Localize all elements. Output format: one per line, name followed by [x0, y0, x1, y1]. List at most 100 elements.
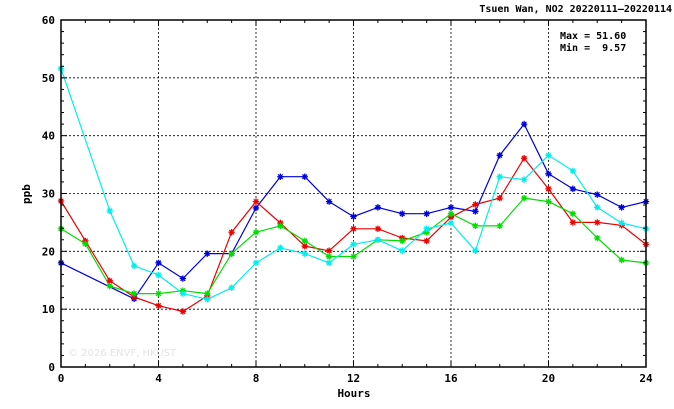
data-point-marker [472, 222, 479, 230]
y-tick-label: 30 [42, 188, 55, 201]
data-point-marker [350, 213, 357, 220]
data-point-marker [472, 201, 479, 208]
x-tick-label: 20 [542, 372, 555, 385]
x-tick-label: 24 [639, 372, 653, 385]
data-point-marker [325, 198, 333, 205]
data-point-marker [374, 204, 382, 211]
data-point-marker [155, 290, 162, 297]
data-point-marker [399, 237, 406, 245]
y-axis-label: ppb [20, 184, 33, 204]
data-point-marker [325, 247, 333, 254]
y-tick-label: 50 [42, 72, 55, 85]
data-point-marker [520, 176, 528, 183]
data-point-marker [252, 198, 260, 205]
data-point-marker [350, 241, 357, 248]
data-point-marker [155, 302, 162, 309]
data-point-marker [423, 229, 430, 236]
x-tick-label: 0 [58, 372, 65, 385]
data-point-marker [472, 247, 479, 254]
data-point-marker [106, 207, 113, 215]
data-point-marker [447, 204, 455, 211]
data-point-marker [350, 253, 357, 260]
data-point-marker [228, 229, 235, 236]
data-point-marker [106, 282, 113, 290]
data-point-marker [423, 237, 430, 245]
data-point-marker [569, 185, 577, 193]
data-point-marker [618, 204, 625, 211]
x-tick-label: 12 [347, 372, 360, 385]
data-point-marker [496, 173, 503, 180]
data-point-marker [447, 214, 455, 221]
data-point-marker [350, 225, 357, 232]
data-point-marker [594, 204, 601, 211]
data-point-marker [155, 271, 162, 279]
data-point-marker [301, 237, 308, 245]
data-point-marker [374, 236, 382, 243]
data-point-marker [374, 225, 382, 232]
data-point-marker [204, 296, 211, 303]
data-point-marker [520, 194, 528, 202]
series-line-4 [60, 68, 647, 300]
data-point-marker [130, 293, 138, 301]
data-point-marker [447, 210, 455, 217]
x-tick-label: 4 [155, 372, 162, 385]
data-point-marker [325, 253, 333, 260]
data-point-marker [545, 170, 552, 178]
y-tick-labels: 0 10 20 30 40 50 60 [42, 14, 55, 374]
data-point-marker [252, 229, 260, 236]
data-point-marker [301, 242, 308, 250]
grid-lines [61, 20, 646, 367]
y-tick-label: 40 [42, 130, 55, 143]
data-point-marker [569, 210, 577, 217]
data-point-marker [179, 290, 187, 297]
data-point-marker [594, 234, 601, 242]
data-point-marker [399, 210, 406, 217]
data-point-marker [520, 120, 528, 128]
x-tick-label: 8 [253, 372, 260, 385]
data-point-marker [252, 204, 260, 212]
max-label: Max = 51.60 [560, 31, 626, 42]
data-point-marker [301, 250, 308, 257]
data-point-marker [82, 240, 89, 248]
x-tick-label: 16 [444, 372, 458, 385]
axis-ticks [60, 19, 647, 368]
data-point-marker [130, 262, 138, 269]
data-point-marker [204, 250, 211, 257]
data-point-marker [277, 173, 284, 180]
data-point-marker [423, 210, 430, 217]
data-point-marker [520, 155, 528, 162]
data-point-marker [594, 191, 601, 198]
data-point-marker [325, 259, 333, 267]
min-label: Min = 9.57 [560, 42, 626, 54]
x-tick-labels: 0 4 8 12 16 20 24 [58, 372, 653, 385]
data-point-marker [447, 219, 455, 227]
data-point-marker [423, 225, 430, 232]
data-point-marker [252, 259, 260, 267]
data-point-marker [545, 152, 552, 159]
data-point-marker [399, 247, 406, 254]
chart-title: Tsuen Wan, NO2 20220111–20220114 [479, 4, 672, 15]
data-point-marker [618, 256, 625, 264]
y-tick-label: 0 [48, 361, 55, 374]
watermark-text: © 2026 ENVF, HKUST [68, 348, 177, 359]
data-point-marker [472, 208, 479, 215]
data-point-marker [301, 173, 308, 180]
data-point-marker [569, 167, 577, 175]
data-point-marker [496, 194, 503, 202]
data-point-marker [569, 219, 577, 226]
x-axis-label: Hours [337, 387, 370, 400]
data-point-marker [618, 219, 625, 227]
data-point-marker [204, 290, 211, 297]
data-point-marker [228, 284, 235, 291]
data-point-marker [496, 152, 503, 159]
data-point-marker [179, 308, 187, 315]
data-point-marker [130, 290, 138, 297]
data-point-marker [106, 277, 113, 285]
data-point-marker [277, 244, 284, 252]
data-point-marker [277, 222, 284, 230]
y-tick-label: 20 [42, 245, 55, 258]
series-markers [57, 65, 650, 315]
y-tick-label: 60 [42, 14, 55, 27]
data-point-marker [179, 275, 187, 282]
